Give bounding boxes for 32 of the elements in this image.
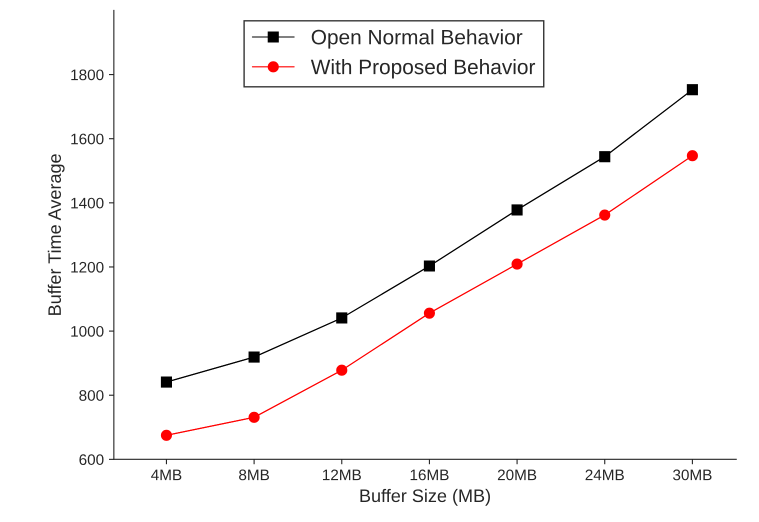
y-tick-label: 1000: [71, 326, 104, 337]
legend-label: With Proposed Behavior: [310, 59, 536, 78]
point: [512, 204, 523, 216]
legend-label: Open Normal Behavior: [312, 29, 522, 49]
point: [248, 352, 260, 363]
x-tick-label: 12MB: [322, 469, 361, 480]
point: [160, 430, 172, 441]
y-tick-label: 1600: [71, 134, 104, 144]
point: [686, 84, 698, 96]
point: [599, 151, 610, 162]
y-tick-label: 800: [79, 390, 104, 401]
x-tick-label: 8MB: [239, 469, 270, 480]
x-tick-label: 30MB: [673, 469, 712, 480]
x-tick-label: 24MB: [586, 469, 624, 480]
x-tick-label: 16MB: [410, 469, 449, 480]
x-axis-title: Buffer Size (MB): [360, 488, 490, 506]
point: [424, 308, 435, 319]
y-tick-label: 1800: [71, 69, 104, 80]
y-tick-label: 1400: [71, 198, 104, 209]
x-tick-label: 20MB: [498, 469, 536, 480]
point: [512, 258, 523, 270]
point: [336, 364, 348, 376]
x-tick-label: 4MB: [151, 470, 182, 480]
point: [248, 412, 260, 423]
point: [599, 209, 610, 221]
point: [160, 376, 172, 388]
point: [336, 312, 348, 324]
point: [424, 260, 435, 272]
y-tick-label: 1200: [71, 262, 104, 273]
point: [686, 150, 698, 162]
y-tick-label: 600: [79, 454, 104, 466]
y-axis-title: Buffer Time Average: [48, 154, 65, 315]
